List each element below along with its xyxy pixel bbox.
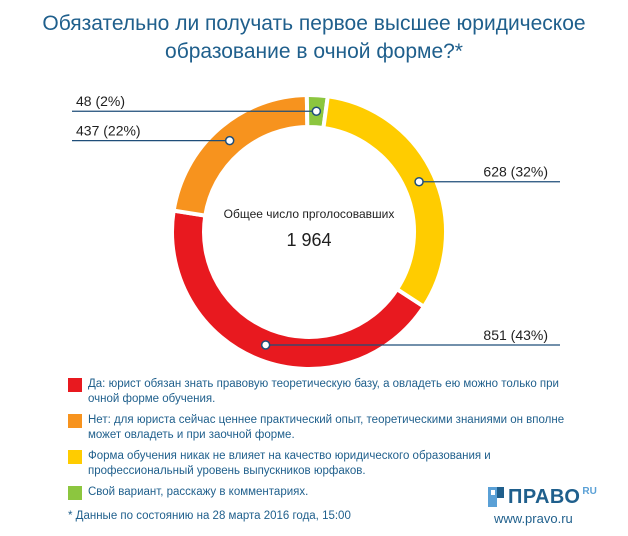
- brand-block: ПРАВО RU www.pravo.ru: [488, 487, 608, 526]
- donut-slice-no: [171, 92, 310, 218]
- callout-marker-no: [224, 135, 235, 146]
- legend-swatch-yes: [68, 378, 82, 392]
- center-value: 1 964: [286, 230, 331, 250]
- brand-logo: ПРАВО RU: [488, 487, 608, 507]
- donut-slice-no-effect: [321, 94, 448, 310]
- chart-title-line-1: Обязательно ли получать первое высшее юр…: [42, 12, 586, 35]
- legend-text-other: Свой вариант, расскажу в комментариях.: [88, 486, 309, 498]
- legend-item-no-effect: Форма обучения никак не влияет на качест…: [68, 449, 568, 479]
- brand-mark-icon: [488, 487, 504, 507]
- callout-marker-yes: [260, 340, 271, 350]
- legend-item-yes: Да: юрист обязан знать правовую теоретич…: [68, 377, 568, 407]
- legend-item-no: Нет: для юриста сейчас ценнее практическ…: [68, 413, 568, 443]
- brand-name: ПРАВО: [508, 486, 581, 508]
- legend-text-yes: Да: юрист обязан знать правовую теоретич…: [88, 378, 559, 405]
- callout-marker-no-effect: [414, 176, 424, 187]
- footnote: * Данные по состоянию на 28 марта 2016 г…: [68, 510, 351, 522]
- data-label-yes: 851 (43%): [483, 327, 548, 343]
- legend-swatch-no: [68, 414, 82, 428]
- data-label-other: 48 (2%): [76, 93, 125, 109]
- legend-swatch-no-effect: [68, 450, 82, 464]
- center-label: Общее число прголосовавших: [224, 207, 395, 221]
- legend-item-other: Свой вариант, расскажу в комментариях.: [68, 485, 568, 500]
- chart-title: Обязательно ли получать первое высшее юр…: [0, 10, 628, 66]
- legend-swatch-other: [68, 486, 82, 500]
- legend-text-no-effect: Форма обучения никак не влияет на качест…: [88, 450, 491, 477]
- legend: Да: юрист обязан знать правовую теоретич…: [68, 377, 568, 506]
- data-label-no: 437 (22%): [76, 123, 141, 139]
- legend-text-no: Нет: для юриста сейчас ценнее практическ…: [88, 414, 565, 441]
- brand-suffix: RU: [582, 486, 597, 497]
- data-label-no-effect: 628 (32%): [483, 164, 548, 180]
- donut-slice-yes: [170, 208, 427, 371]
- brand-url[interactable]: www.pravo.ru: [494, 511, 573, 526]
- chart-title-line-2: образование в очной форме?*: [165, 40, 463, 63]
- callout-marker-other: [311, 106, 322, 116]
